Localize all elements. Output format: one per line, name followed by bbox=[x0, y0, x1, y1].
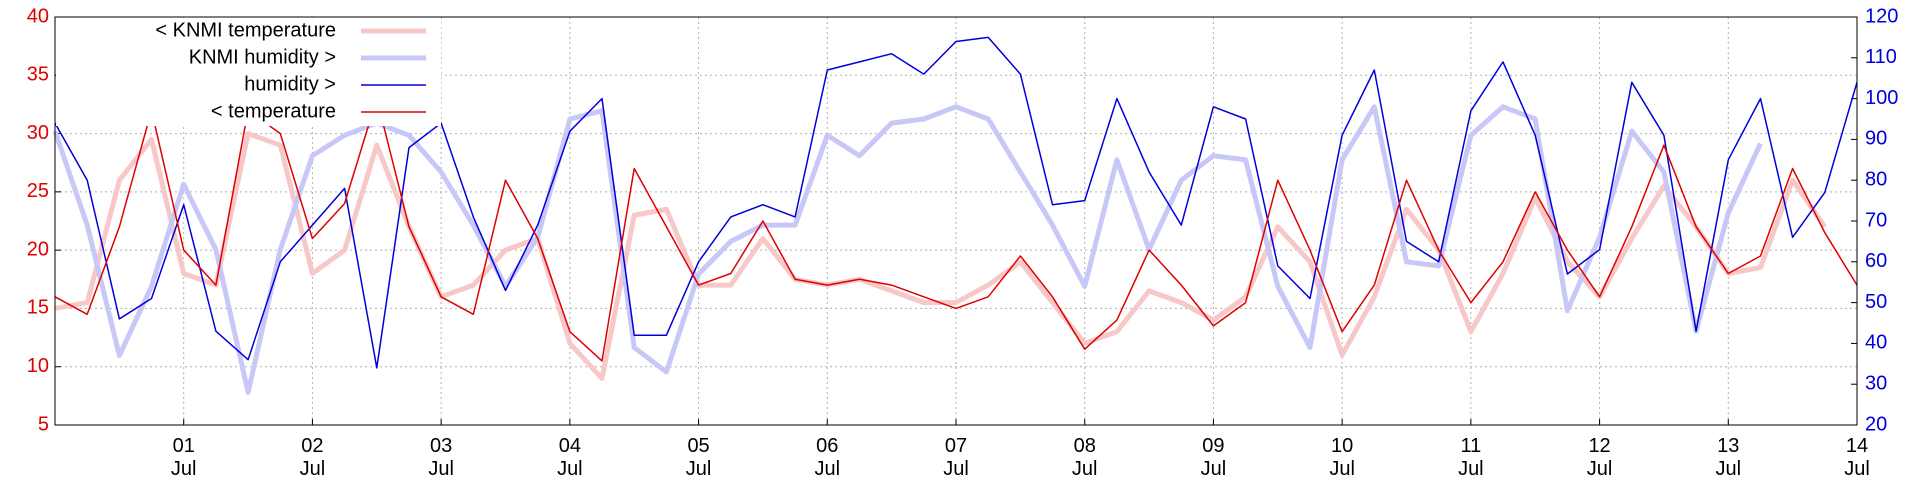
series-line bbox=[52, 104, 1763, 395]
x-tick-label: 06 Jul bbox=[814, 435, 840, 480]
y2-tick-label: 100 bbox=[1865, 87, 1898, 109]
y2-tick-label: 120 bbox=[1865, 5, 1898, 27]
y-tick-label: 30 bbox=[27, 122, 49, 144]
legend-label: < KNMI temperature bbox=[155, 19, 336, 41]
x-tick-label: 14 Jul bbox=[1844, 435, 1870, 480]
y2-tick-label: 60 bbox=[1865, 250, 1887, 272]
y2-tick-label: 110 bbox=[1865, 46, 1897, 68]
x-tick-label: 04 Jul bbox=[557, 435, 583, 480]
legend-label: humidity > bbox=[244, 73, 336, 95]
y-tick-label: 20 bbox=[27, 238, 49, 260]
y-tick-label: 40 bbox=[27, 5, 49, 27]
y2-tick-label: 80 bbox=[1865, 168, 1887, 190]
y-tick-label: 15 bbox=[27, 297, 49, 319]
y2-tick-label: 20 bbox=[1865, 413, 1887, 435]
x-tick-label: 09 Jul bbox=[1201, 435, 1227, 480]
x-tick-label: 01 Jul bbox=[171, 435, 197, 480]
series-line bbox=[54, 36, 1858, 369]
y-tick-label: 35 bbox=[27, 64, 49, 86]
y2-tick-label: 30 bbox=[1865, 372, 1887, 394]
y2-tick-label: 40 bbox=[1865, 332, 1887, 354]
x-tick-label: 10 Jul bbox=[1329, 435, 1355, 480]
x-tick-label: 11 Jul bbox=[1458, 435, 1484, 480]
series-line bbox=[54, 97, 1858, 362]
x-tick-label: 07 Jul bbox=[943, 435, 969, 480]
y-tick-label: 10 bbox=[27, 355, 49, 377]
y2-tick-label: 50 bbox=[1865, 291, 1887, 313]
y-tick-label: 5 bbox=[38, 413, 49, 435]
legend-label: KNMI humidity > bbox=[189, 46, 336, 68]
legend-box bbox=[56, 18, 441, 126]
x-tick-label: 12 Jul bbox=[1587, 435, 1613, 480]
y2-tick-label: 70 bbox=[1865, 209, 1887, 231]
x-tick-label: 02 Jul bbox=[300, 435, 326, 480]
x-tick-label: 13 Jul bbox=[1715, 435, 1741, 480]
x-tick-label: 05 Jul bbox=[686, 435, 712, 480]
y-tick-label: 25 bbox=[27, 180, 49, 202]
x-tick-label: 03 Jul bbox=[428, 435, 454, 480]
y2-tick-label: 90 bbox=[1865, 128, 1887, 150]
legend-label: < temperature bbox=[211, 100, 336, 122]
x-tick-label: 08 Jul bbox=[1072, 435, 1098, 480]
plot-frame bbox=[54, 16, 1858, 426]
